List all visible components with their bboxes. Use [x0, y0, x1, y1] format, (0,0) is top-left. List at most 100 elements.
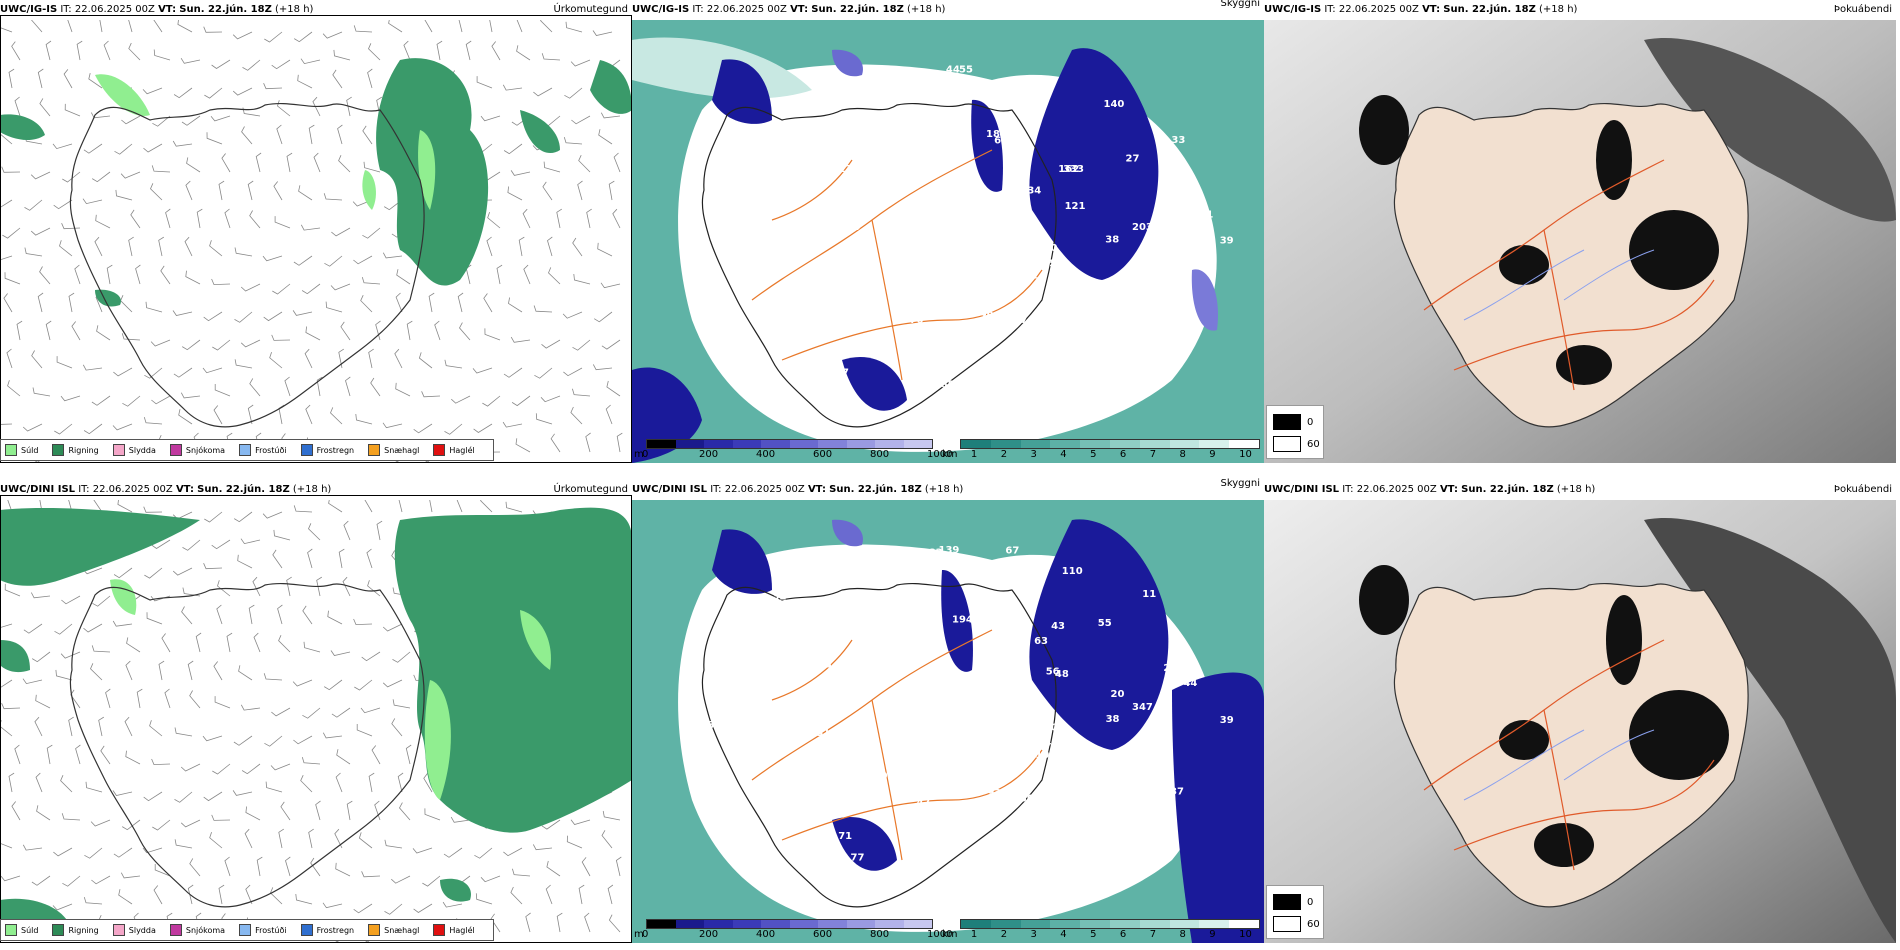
colorbar-segment — [732, 920, 761, 928]
colorbar-segment — [704, 440, 733, 448]
panel-title: Úrkomutegund — [553, 484, 628, 495]
colorbar-segment — [704, 920, 733, 928]
colorbar-segment — [732, 440, 761, 448]
visibility-value-label: 53 — [971, 604, 985, 615]
legend-swatch — [239, 444, 252, 456]
visibility-value-label: 48 — [1156, 280, 1170, 291]
lead-time: (+18 h) — [924, 484, 964, 495]
visibility-value-label: 36 — [853, 201, 867, 212]
visibility-map: 3473938303737514833534286107934958779747… — [632, 500, 1264, 943]
colorbar-segment — [1080, 920, 1110, 928]
cloud-base-colorbar: m 0 200 400 600 800 1000 — [634, 919, 952, 940]
model-name: UWC/IG-IS — [1264, 4, 1322, 15]
visibility-map: 2033938304859583582312057414660653946704… — [632, 20, 1264, 463]
visibility-value-label: 45 — [894, 764, 908, 775]
visibility-value-label: 38 — [710, 633, 724, 644]
valid-time: Sun. 22.jún. 18Z — [179, 4, 272, 15]
colorbar-tick-label: 3 — [1030, 449, 1037, 460]
legend-item: Snjókoma — [169, 924, 225, 936]
visibility-value-label: 97 — [926, 751, 940, 762]
valid-time: Sun. 22.jún. 18Z — [829, 484, 922, 495]
valid-time: Sun. 22.jún. 18Z — [1443, 4, 1536, 15]
visibility-value-label: 43 — [763, 243, 777, 254]
visibility-value-label: 27 — [1126, 153, 1140, 164]
visibility-value-label: 70 — [910, 315, 924, 326]
colorbar-segment — [1229, 440, 1259, 448]
colorbar-tick-label: 10 — [1239, 929, 1252, 940]
panel-title: Skyggni — [1220, 0, 1260, 9]
valid-time: Sun. 22.jún. 18Z — [1461, 484, 1554, 495]
colorbar-segment — [1199, 440, 1230, 448]
colorbar-tick-label: 1 — [970, 449, 978, 460]
legend-swatch — [52, 924, 65, 936]
visibility-value-label: 32 — [773, 591, 787, 602]
visibility-value-label: 63 — [887, 186, 901, 197]
legend-item: Haglél — [433, 444, 475, 456]
valid-time: Sun. 22.jún. 18Z — [197, 484, 290, 495]
panel-title: Þokuábendi — [1833, 484, 1892, 495]
colorbar-tick-label: 2 — [1000, 929, 1008, 940]
legend-swatch — [169, 924, 182, 936]
visibility-value-label: 47 — [917, 797, 931, 808]
precip-map — [0, 20, 632, 463]
visibility-value-label: 46 — [980, 309, 994, 320]
visibility-value-label: 86 — [1020, 794, 1034, 805]
visibility-value-label: 77 — [851, 852, 865, 863]
colorbar-segment — [818, 920, 847, 928]
visibility-value-label: 91 — [849, 742, 863, 753]
init-time: 22.06.2025 00Z — [1338, 4, 1419, 15]
panel-header: UWC/IG-IS IT: 22.06.2025 00Z VT: Sun. 22… — [1264, 0, 1896, 20]
vt-label: VT: — [158, 4, 177, 15]
visibility-value-label: 38 — [803, 801, 817, 812]
colorbar-segment — [675, 920, 704, 928]
visibility-value-label: 55 — [1098, 618, 1112, 629]
lead-time: (+18 h) — [1539, 4, 1578, 15]
visibility-value-label: 53 — [1079, 822, 1093, 833]
fog-index-panel-igis: UWC/IG-IS IT: 22.06.2025 00Z VT: Sun. 22… — [1264, 0, 1896, 463]
model-name: UWC/IG-IS — [632, 4, 690, 15]
legend-swatch — [1273, 916, 1301, 932]
colorbar-tick-label: 6 — [1119, 449, 1127, 460]
visibility-panel-dini: UWC/DINI ISL IT: 22.06.2025 00Z VT: Sun.… — [632, 478, 1264, 943]
visibility-value-label: 76 — [824, 345, 838, 356]
lead-time: (+18 h) — [1556, 484, 1596, 495]
visibility-value-label: 40 — [725, 135, 739, 146]
lead-time: (+18 h) — [292, 484, 332, 495]
colorbar-tick-label: 3 — [1030, 929, 1037, 940]
colorbar-tick-label: 800 — [870, 929, 890, 940]
precip-type-panel-dini: UWC/DINI ISL IT: 22.06.2025 00Z VT: Sun.… — [0, 480, 632, 943]
visibility-value-label: 39 — [850, 688, 864, 699]
precip-type-panel-igis: UWC/IG-IS IT: 22.06.2025 00Z VT: Sun. 22… — [0, 0, 632, 463]
visibility-value-label: 58 — [1045, 291, 1059, 302]
visibility-value-label: 37 — [814, 651, 828, 662]
colorbar-segment — [789, 920, 818, 928]
visibility-value-label: 31 — [719, 209, 733, 220]
visibility-value-label: 33 — [1124, 759, 1138, 770]
panel-header: UWC/DINI ISL IT: 22.06.2025 00Z VT: Sun.… — [632, 478, 1264, 500]
colorbar-tick-label: 800 — [870, 449, 890, 460]
visibility-value-label: 43 — [818, 659, 832, 670]
visibility-colorbar: km 1 2 3 4 5 6 7 8 9 10 — [942, 439, 1260, 460]
legend-swatch — [5, 444, 17, 456]
visibility-value-label: 51 — [816, 728, 830, 739]
visibility-value-label: 54 — [915, 129, 929, 140]
colorbar-tick-label: 0 — [642, 449, 649, 460]
visibility-value-label: 110 — [1062, 566, 1083, 577]
colorbar-tick-label: 8 — [1179, 929, 1186, 940]
colorbar-segment — [1050, 440, 1081, 448]
legend-swatch — [368, 924, 381, 936]
vt-label: VT: — [807, 484, 826, 495]
colorbar-segment — [961, 440, 991, 448]
init-time: 22.06.2025 00Z — [92, 484, 173, 495]
model-name: UWC/IG-IS — [0, 4, 58, 15]
precip-map — [0, 500, 632, 943]
legend-swatch — [1273, 894, 1301, 910]
fog-index-map — [1264, 20, 1896, 463]
visibility-value-label: 37 — [1157, 758, 1171, 769]
visibility-value-label: 43 — [1051, 621, 1065, 632]
valid-time: Sun. 22.jún. 18Z — [811, 4, 904, 15]
visibility-value-label: 139 — [802, 99, 823, 110]
colorbar-segment — [1229, 920, 1259, 928]
visibility-value-label: 24 — [1163, 663, 1177, 674]
colorbar-unit: m — [634, 449, 644, 460]
